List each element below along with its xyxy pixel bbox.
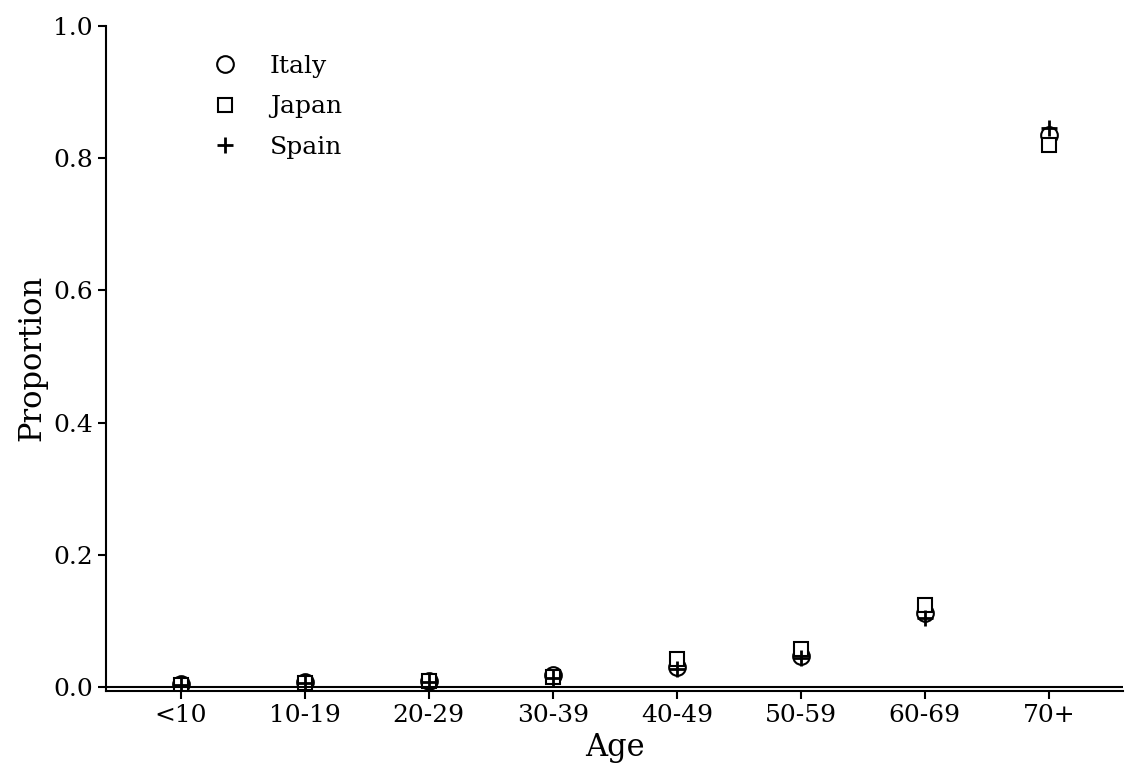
X-axis label: Age: Age xyxy=(585,732,644,764)
Y-axis label: Proportion: Proportion xyxy=(17,275,48,441)
Legend: Italy, Japan, Spain: Italy, Japan, Spain xyxy=(190,44,352,168)
